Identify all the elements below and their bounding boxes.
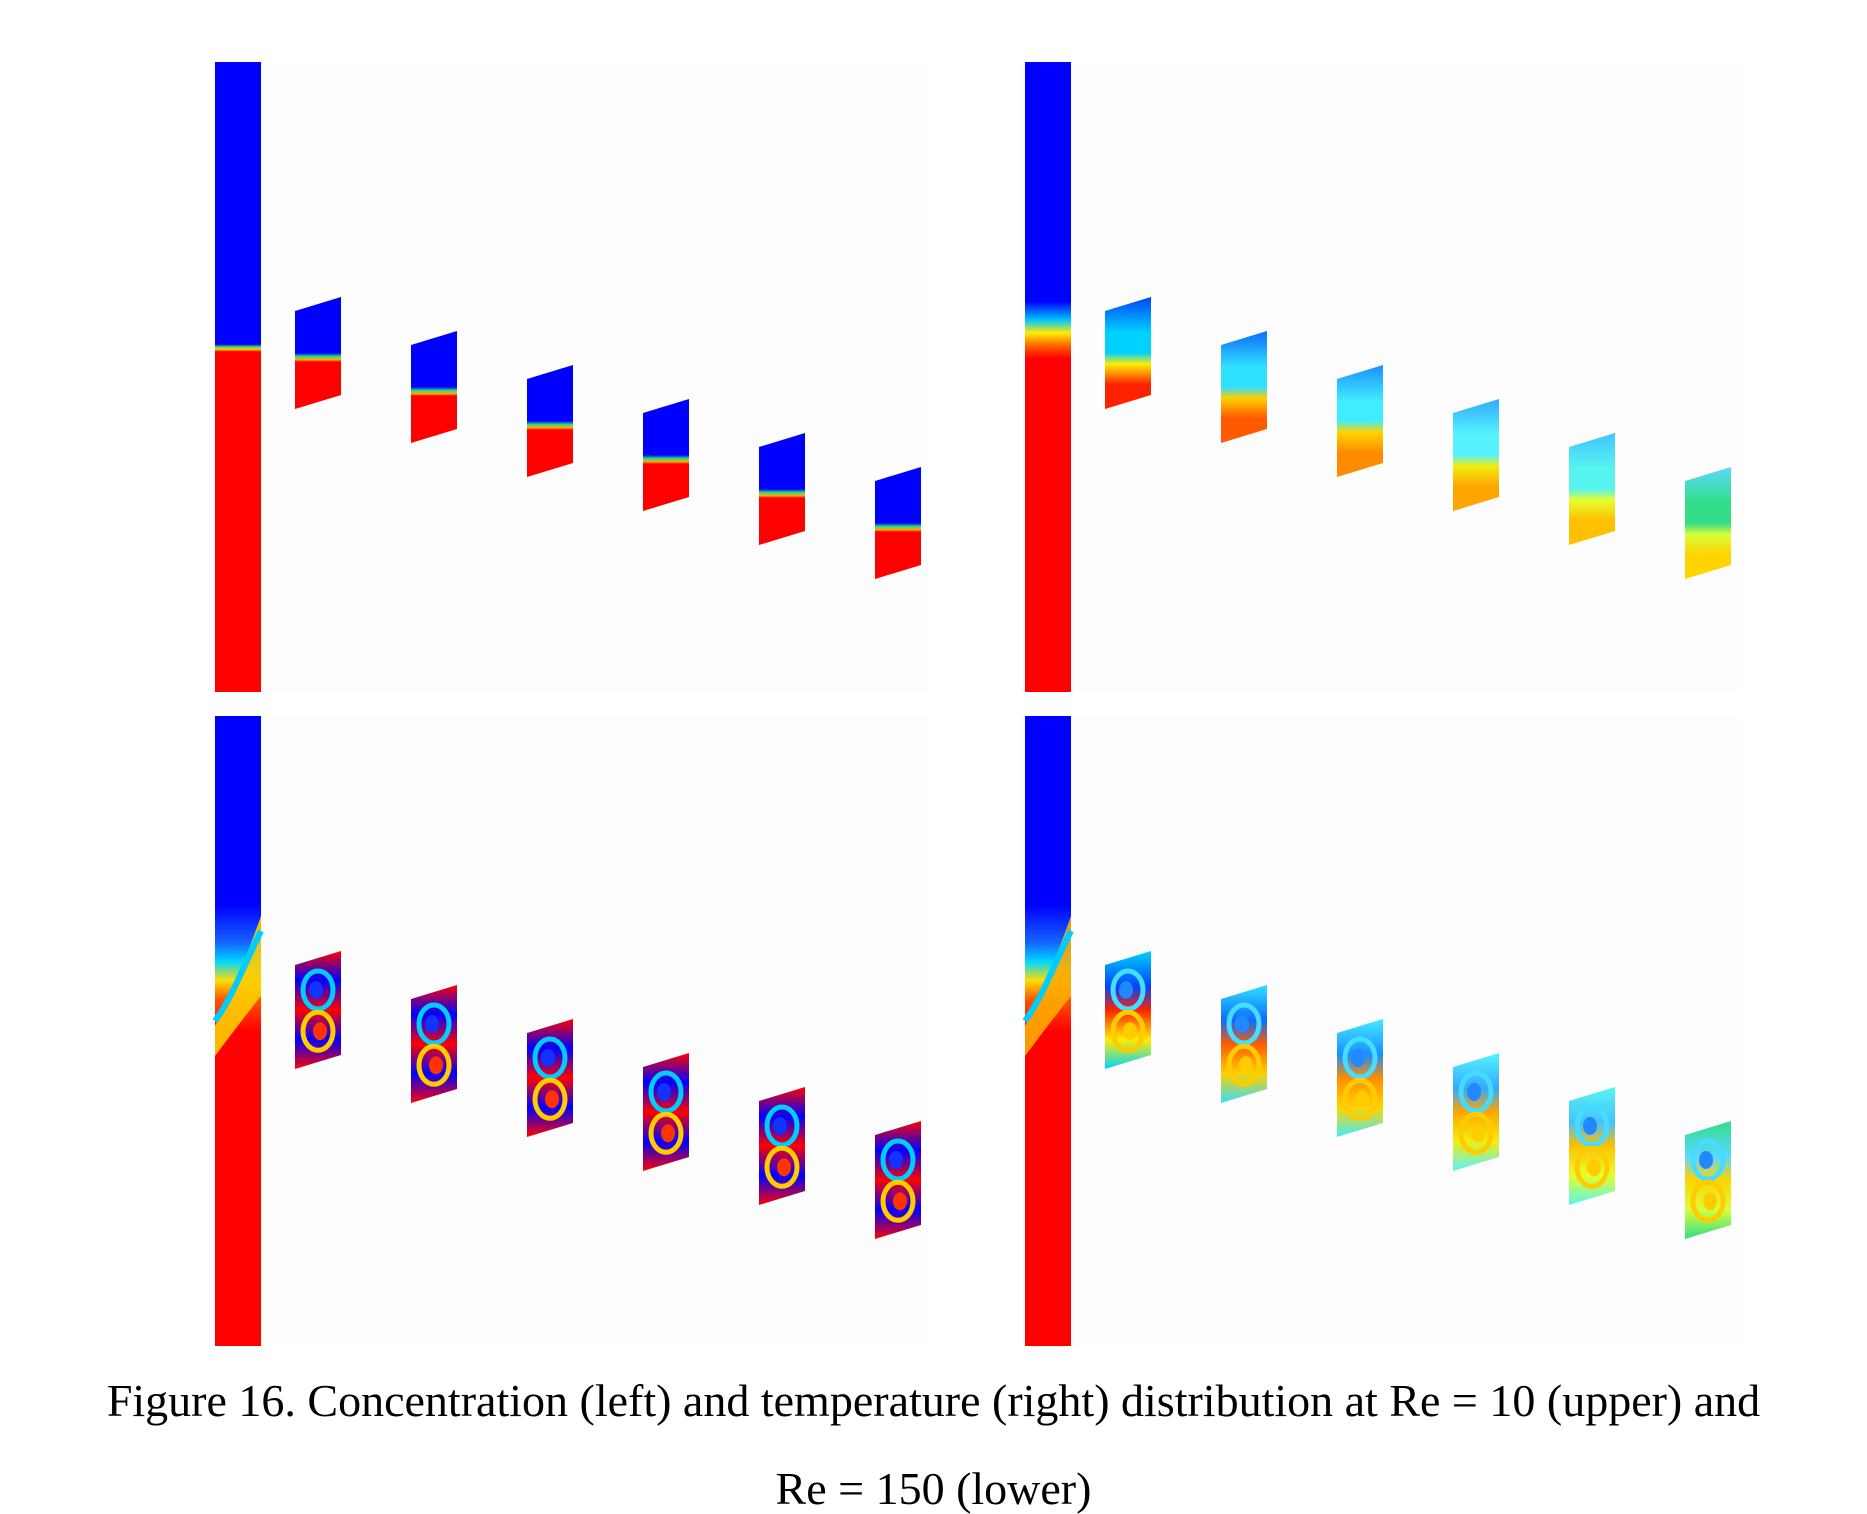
vortex-core-lower xyxy=(429,1056,443,1075)
vortex-ring-upper xyxy=(1342,1036,1378,1080)
vortex-core-upper xyxy=(773,1116,787,1135)
vortex-ring-lower xyxy=(416,1043,452,1087)
vortex-ring-upper xyxy=(880,1138,916,1182)
vortex-core-lower xyxy=(777,1158,791,1177)
concentration-re10-panel xyxy=(210,62,930,692)
vortex-core-lower xyxy=(661,1124,675,1143)
temperature-slice-4 xyxy=(1453,399,1499,511)
vortex-core-upper xyxy=(425,1014,439,1033)
figure-panels xyxy=(210,62,1740,1346)
inlet-interface-line xyxy=(212,929,264,1023)
vortex-ring-lower xyxy=(1342,1077,1378,1121)
vortex-ring-upper xyxy=(1574,1104,1610,1148)
vortex-core-lower xyxy=(313,1022,327,1041)
concentration-slice-6 xyxy=(875,467,921,579)
vortex-core-upper xyxy=(1351,1048,1365,1067)
vortex-core-lower xyxy=(545,1090,559,1109)
vortex-ring-lower xyxy=(764,1145,800,1189)
vortex-core-upper xyxy=(1583,1116,1597,1135)
vortex-core-lower xyxy=(1471,1124,1485,1143)
vortex-core-lower xyxy=(1123,1022,1137,1041)
vortex-core-lower xyxy=(1239,1056,1253,1075)
concentration-slice-2 xyxy=(411,331,457,443)
vortex-ring-upper xyxy=(764,1104,800,1148)
temperature-re150-panel xyxy=(1020,716,1740,1346)
vortex-core-upper xyxy=(1467,1082,1481,1101)
vortex-ring-upper xyxy=(648,1070,684,1114)
vortex-ring-upper xyxy=(300,968,336,1012)
vortex-ring-upper xyxy=(1226,1002,1262,1046)
vortex-core-upper xyxy=(1119,980,1133,999)
vortex-core-upper xyxy=(657,1082,671,1101)
concentration-inlet-column xyxy=(215,62,261,692)
concentration-slice-1 xyxy=(295,297,341,409)
vortex-ring-lower xyxy=(1574,1145,1610,1189)
concentration-re150-panel xyxy=(210,716,930,1346)
vortex-ring-lower xyxy=(1110,1009,1146,1053)
figure-caption-line-1: Figure 16. Concentration (left) and temp… xyxy=(106,1375,1761,1426)
vortex-core-upper xyxy=(1235,1014,1249,1033)
temperature-slice-1 xyxy=(1105,297,1151,409)
vortex-ring-lower xyxy=(532,1077,568,1121)
vortex-core-lower xyxy=(1355,1090,1369,1109)
temperature-slice-6 xyxy=(1685,467,1731,579)
vortex-ring-lower xyxy=(300,1009,336,1053)
figure-caption-line-2: Re = 150 (lower) xyxy=(775,1463,1092,1514)
vortex-ring-upper xyxy=(1458,1070,1494,1114)
temperature-re10-panel xyxy=(1020,62,1740,692)
vortex-ring-lower xyxy=(880,1179,916,1223)
vortex-core-upper xyxy=(309,980,323,999)
temperature-inlet-column xyxy=(1025,62,1071,692)
temperature-slice-2 xyxy=(1221,331,1267,443)
vortex-ring-lower xyxy=(1690,1179,1726,1223)
vortex-core-lower xyxy=(1587,1158,1601,1177)
concentration-slice-4 xyxy=(643,399,689,511)
vortex-ring-lower xyxy=(1458,1111,1494,1155)
temperature-slice-5 xyxy=(1569,433,1615,545)
vortex-ring-upper xyxy=(532,1036,568,1080)
vortex-core-upper xyxy=(889,1150,903,1169)
vortex-ring-lower xyxy=(648,1111,684,1155)
vortex-core-lower xyxy=(893,1192,907,1211)
vortex-ring-lower xyxy=(1226,1043,1262,1087)
vortex-ring-upper xyxy=(1110,968,1146,1012)
vortex-ring-upper xyxy=(416,1002,452,1046)
vortex-ring-upper xyxy=(1690,1138,1726,1182)
concentration-slice-5 xyxy=(759,433,805,545)
concentration-slice-3 xyxy=(527,365,573,477)
inlet-interface-line xyxy=(1022,929,1074,1023)
vortex-core-lower xyxy=(1703,1192,1717,1211)
temperature-slice-3 xyxy=(1337,365,1383,477)
vortex-core-upper xyxy=(541,1048,555,1067)
vortex-core-upper xyxy=(1699,1150,1713,1169)
